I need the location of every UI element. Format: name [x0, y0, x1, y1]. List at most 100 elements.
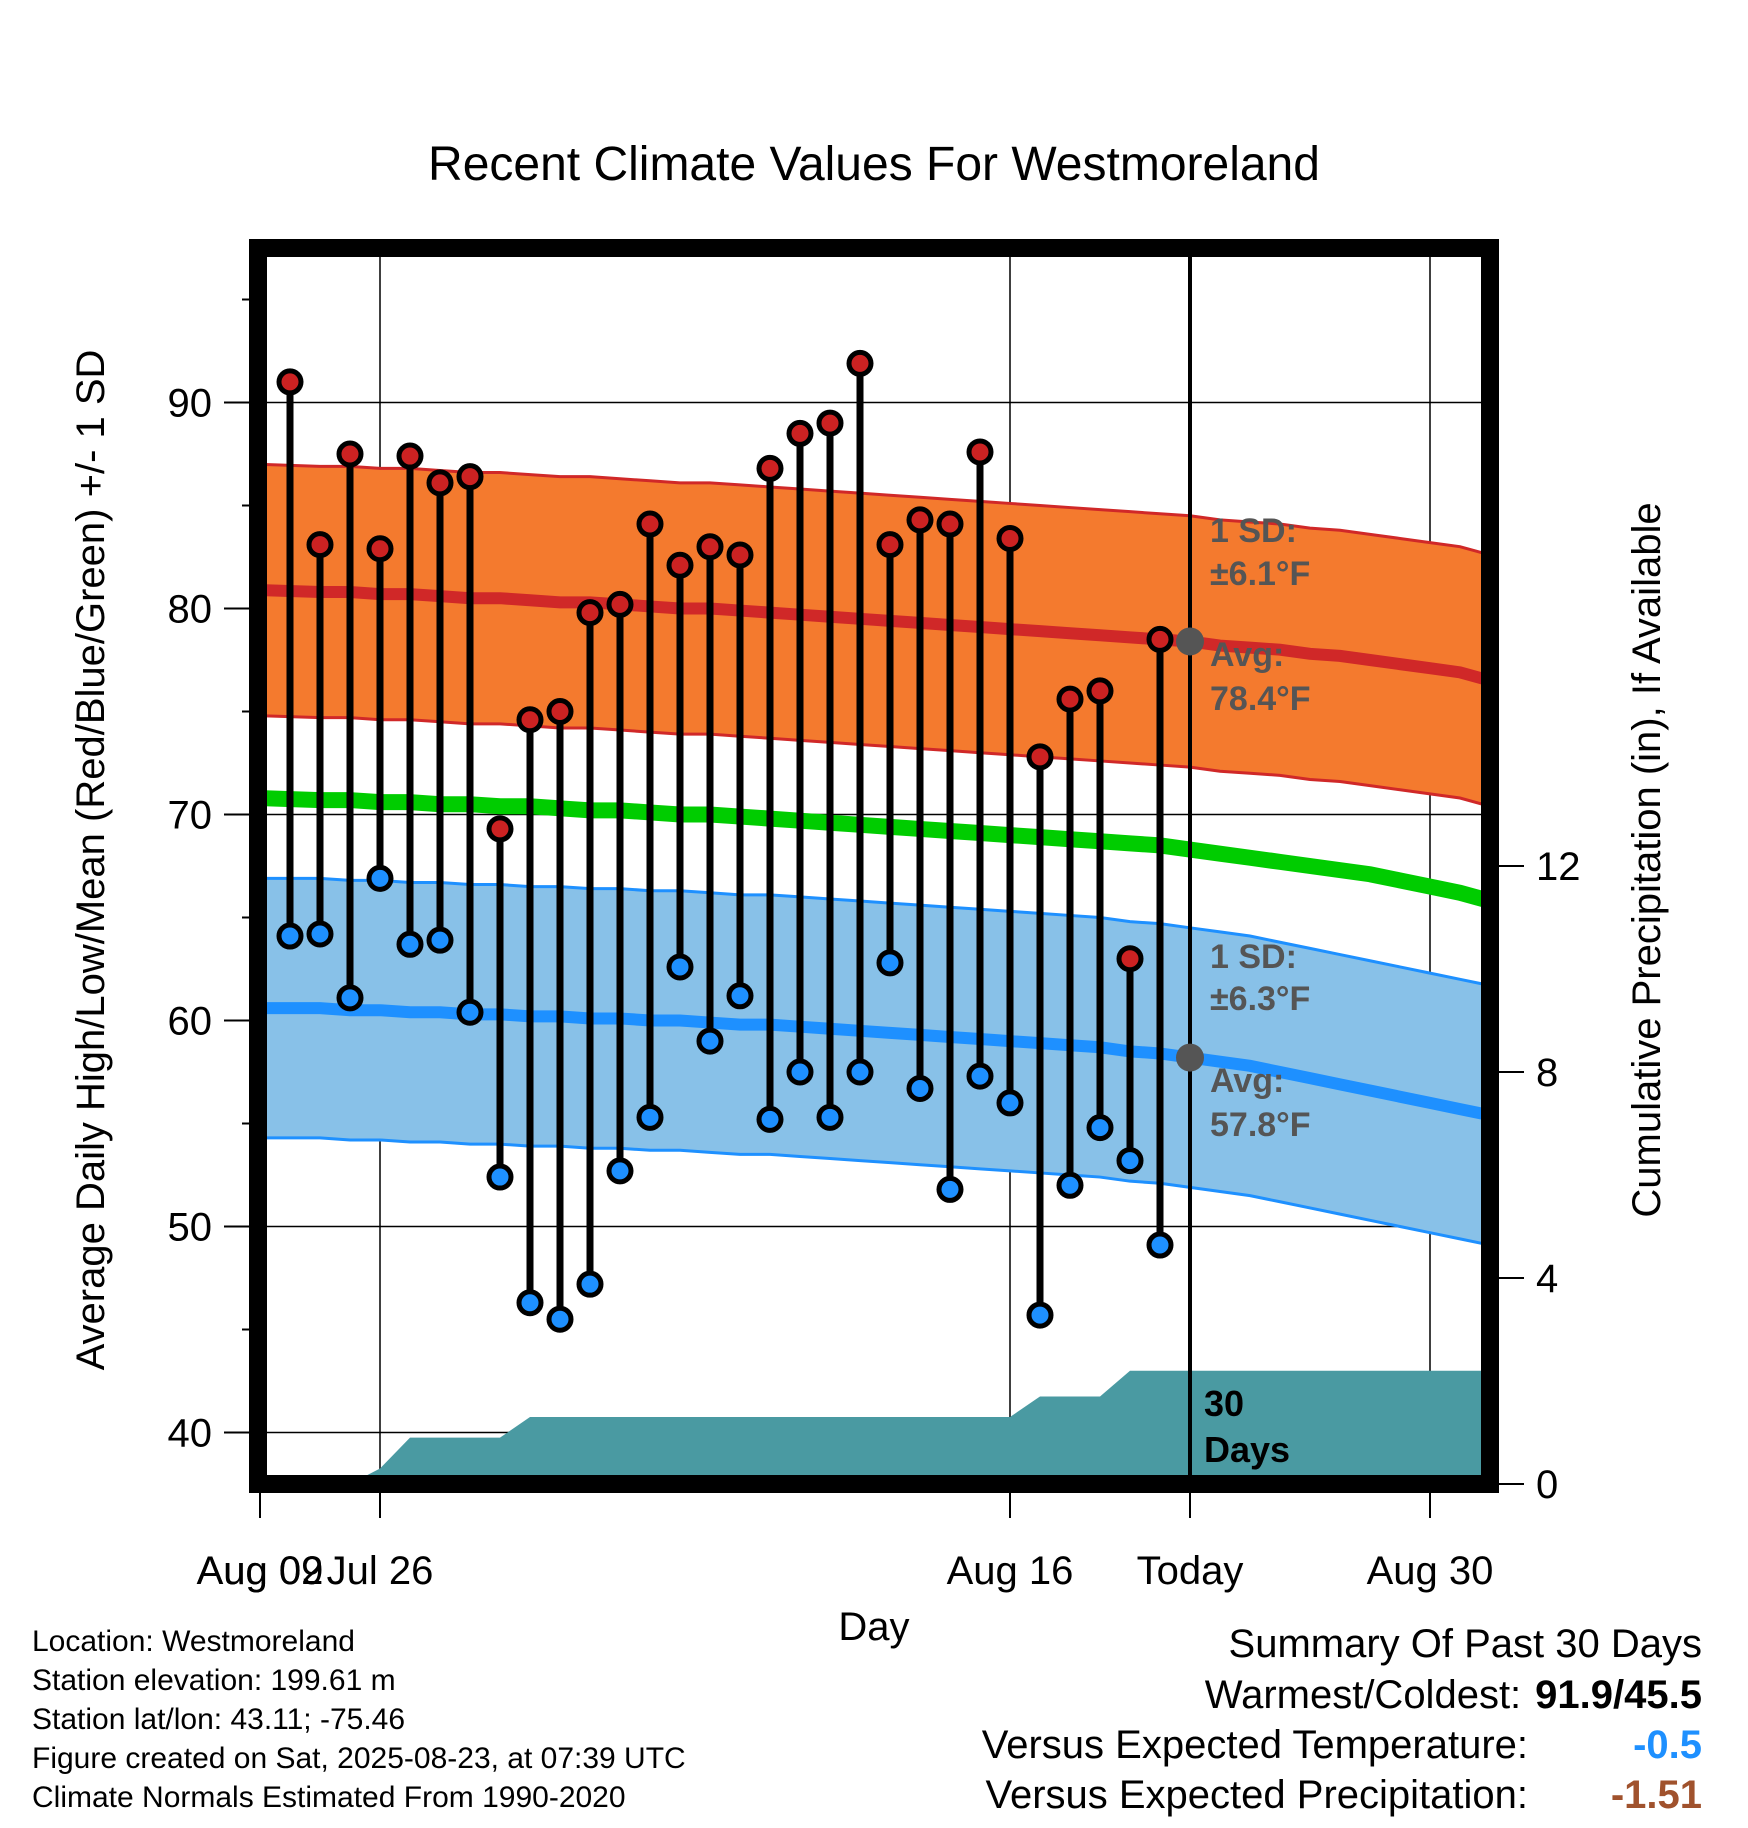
high-temp-point — [516, 706, 544, 734]
y-tick-label: 60 — [168, 1000, 213, 1044]
low-temp-point — [726, 982, 754, 1010]
precip-fill — [290, 1370, 1490, 1484]
low-temp-point — [1086, 1114, 1114, 1142]
x-axis-label: Day — [838, 1605, 909, 1649]
low-temp-point — [456, 998, 484, 1026]
low-temp-point — [606, 1157, 634, 1185]
x-tick-label: Aug 09 — [197, 1549, 324, 1593]
high-avg-annotation-line2: 78.4°F — [1210, 680, 1311, 718]
low-temp-point — [546, 1305, 574, 1333]
precip-row: Versus Expected Precipitation: -1.51 — [982, 1770, 1702, 1820]
x-tick-label: Jul 26 — [327, 1549, 434, 1593]
y2-tick-label: 8 — [1536, 1051, 1558, 1095]
chart-annotations: 1 SD: ±6.1°F Avg: 78.4°F 1 SD: ±6.3°F Av… — [1204, 512, 1311, 1470]
y2-tick-label: 4 — [1536, 1257, 1558, 1301]
low-temp-point — [786, 1058, 814, 1086]
y2-tick-label: 0 — [1536, 1463, 1558, 1507]
normal-low-line — [258, 1002, 1492, 1122]
high-band-upper-edge — [257, 462, 1491, 557]
days-annotation-line2: Days — [1204, 1429, 1290, 1470]
temp-row: Versus Expected Temperature: -0.5 — [982, 1720, 1702, 1770]
warm-cold-value: 91.9/45.5 — [1535, 1673, 1702, 1717]
low-avg-annotation-line1: Avg: — [1210, 1062, 1284, 1100]
low-temp-point — [696, 1027, 724, 1055]
high-temp-point — [876, 531, 904, 559]
low-sd-annotation-line1: 1 SD: — [1210, 938, 1297, 976]
precipitation-area — [290, 248, 1490, 1484]
low-temp-point — [1056, 1171, 1084, 1199]
high-temp-point — [996, 524, 1024, 552]
low-temp-point — [426, 926, 454, 954]
high-temp-point — [726, 541, 754, 569]
high-temp-point — [336, 440, 364, 468]
high-temp-point — [306, 531, 334, 559]
high-temp-point — [576, 599, 604, 627]
high-avg-annotation-line1: Avg: — [1210, 636, 1284, 674]
daily-range-stems — [286, 363, 1164, 1320]
temp-value: -0.5 — [1633, 1723, 1702, 1767]
low-temp-point — [996, 1089, 1024, 1117]
low-temp-point — [396, 930, 424, 958]
low-temp-point — [306, 920, 334, 948]
high-temp-point — [696, 533, 724, 561]
location-text: Location: Westmoreland — [32, 1625, 355, 1658]
low-temp-point — [876, 949, 904, 977]
low-temp-point — [636, 1103, 664, 1131]
high-temp-point — [966, 438, 994, 466]
high-temp-point — [816, 409, 844, 437]
low-temp-point — [666, 953, 694, 981]
low-temp-point — [576, 1270, 604, 1298]
low-temp-point — [906, 1074, 934, 1102]
low-temp-point — [816, 1103, 844, 1131]
low-temp-point — [1146, 1231, 1174, 1259]
high-temp-point — [1086, 677, 1114, 705]
low-sd-band — [258, 878, 1490, 1246]
low-temp-point — [336, 984, 364, 1012]
high-temp-point — [666, 551, 694, 579]
warm-cold-label: Warmest/Coldest: — [1204, 1673, 1522, 1717]
low-temp-point — [966, 1062, 994, 1090]
high-temp-point — [786, 419, 814, 447]
low-temp-point — [516, 1289, 544, 1317]
today-high-normal-point — [1176, 627, 1204, 656]
high-temp-point — [906, 506, 934, 534]
chart-title: Recent Climate Values For Westmoreland — [428, 138, 1320, 191]
low-temp-point — [486, 1163, 514, 1191]
x-tick-label: Aug 02 — [197, 1549, 324, 1593]
x-tick-label: Today — [1137, 1549, 1244, 1593]
y-tick-label: 50 — [168, 1206, 213, 1250]
x-tick-label: Aug 30 — [1367, 1549, 1494, 1593]
low-temp-point — [1026, 1301, 1054, 1329]
y-tick-label: 80 — [168, 588, 213, 632]
low-sd-annotation-line2: ±6.3°F — [1210, 980, 1310, 1018]
low-temp-point — [276, 922, 304, 950]
low-temp-point — [756, 1105, 784, 1133]
high-temp-point — [456, 463, 484, 491]
high-temp-point — [276, 368, 304, 396]
warm-cold-row: Warmest/Coldest: 91.9/45.5 — [982, 1670, 1702, 1720]
y2-tick-label: 12 — [1536, 845, 1581, 889]
high-temp-point — [636, 510, 664, 538]
precip-value: -1.51 — [1610, 1773, 1702, 1817]
low-temp-point — [936, 1175, 964, 1203]
y-axis-label: Average Daily High/Low/Mean (Red/Blue/Gr… — [69, 350, 113, 1371]
y-tick-label: 70 — [168, 794, 213, 838]
station-info: Location: Westmoreland Station elevation… — [32, 1622, 686, 1817]
high-temp-point — [396, 442, 424, 470]
high-temp-point — [936, 510, 964, 538]
high-temp-point — [1116, 945, 1144, 973]
y-tick-label: 40 — [168, 1412, 213, 1456]
low-band-lower-edge — [258, 1136, 1491, 1247]
summary-panel: Summary Of Past 30 Days Warmest/Coldest:… — [982, 1618, 1702, 1820]
y-tick-label: 90 — [168, 382, 213, 426]
high-temp-point — [486, 815, 514, 843]
low-avg-annotation-line2: 57.8°F — [1210, 1106, 1311, 1144]
high-temp-point — [1056, 685, 1084, 713]
created-text: Figure created on Sat, 2025-08-23, at 07… — [32, 1742, 686, 1775]
high-temp-point — [546, 698, 574, 725]
high-temp-point — [426, 469, 454, 497]
latlon-text: Station lat/lon: 43.11; -75.46 — [32, 1703, 406, 1736]
normals-text: Climate Normals Estimated From 1990-2020 — [32, 1781, 626, 1814]
